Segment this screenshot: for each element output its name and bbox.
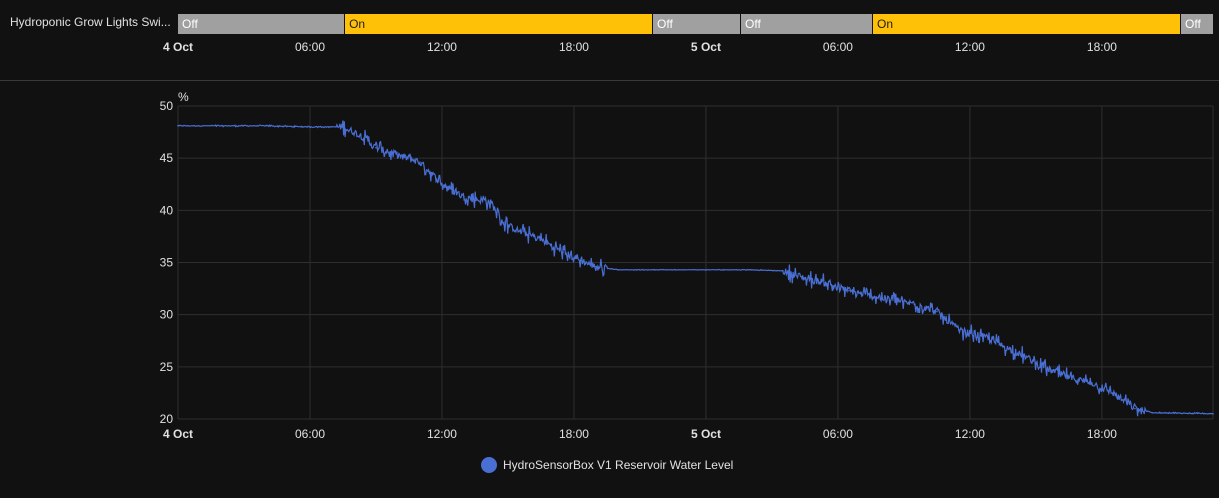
timeline-entity-label: Hydroponic Grow Lights Swi... [10,15,171,29]
timeline-tick-label: 4 Oct [162,40,194,54]
y-tick-label: 50 [160,99,174,113]
data-point[interactable] [1090,381,1092,384]
y-tick-label: 30 [160,308,174,322]
data-point[interactable] [579,259,582,262]
timeline-panel: Hydroponic Grow Lights Swi... Off On Off Of… [0,0,1219,80]
data-point[interactable] [489,201,492,203]
timeline-tick-label: 12:00 [426,40,457,54]
timeline-tick-label: 18:00 [1086,40,1117,54]
timeline-segment-off[interactable]: Off [740,14,873,34]
x-tick-label: 4 Oct [163,427,193,441]
data-point[interactable] [617,269,619,271]
legend-label: HydroSensorBox V1 Reservoir Water Level [503,458,734,472]
timeline-segment-off[interactable]: Off [652,14,741,34]
data-point[interactable] [265,125,267,127]
timeline-tick-label: 5 Oct [690,40,721,54]
x-tick-label: 06:00 [823,427,853,441]
timeline-segment-on[interactable]: On [344,14,653,34]
y-tick-label: 40 [160,203,174,217]
data-point[interactable] [1151,411,1154,414]
data-point[interactable] [1024,355,1026,358]
timeline-tick-label: 06:00 [294,40,325,54]
data-point[interactable] [1134,407,1136,410]
data-point[interactable] [782,270,784,272]
y-axis: 20 25 30 35 40 45 50 [160,99,174,426]
timeline-segment-on[interactable]: On [872,14,1180,34]
data-point[interactable] [1002,345,1004,347]
timeline-bar[interactable]: Off On Off Off On Off [178,14,1213,34]
data-point[interactable] [562,251,564,253]
data-point[interactable] [463,195,465,198]
data-point[interactable] [936,310,938,313]
data-point[interactable] [804,277,806,279]
data-point[interactable] [826,282,828,285]
timeline-tick-label: 12:00 [954,40,985,54]
data-point[interactable] [870,295,872,297]
data-point[interactable] [540,238,542,241]
data-point[interactable] [1112,392,1114,394]
x-tick-label: 12:00 [955,427,985,441]
x-axis: 4 Oct 06:00 12:00 18:00 5 Oct 06:00 12:00 18:00 [163,427,1117,441]
x-tick-label: 06:00 [295,427,325,441]
data-point[interactable] [1068,376,1070,379]
x-tick-label: 18:00 [1087,427,1117,441]
data-point[interactable] [980,334,982,337]
y-tick-label: 35 [160,256,174,270]
section-divider [0,80,1219,81]
timeline-tick-label: 06:00 [822,40,853,54]
y-tick-label: 20 [160,412,174,426]
data-point[interactable] [502,222,505,224]
legend-swatch-icon [481,457,497,473]
data-point[interactable] [1212,412,1214,415]
data-point[interactable] [397,154,399,156]
data-point[interactable] [749,269,751,271]
x-tick-label: 5 Oct [691,427,721,441]
data-point[interactable] [892,299,894,301]
data-point[interactable] [430,171,432,174]
series-line-reservoir-water-level[interactable] [177,120,1214,417]
y-axis-unit: % [178,90,189,104]
data-point[interactable] [309,126,311,128]
data-point[interactable] [419,161,421,164]
y-tick-label: 45 [160,151,174,165]
data-point[interactable] [595,265,597,268]
data-point[interactable] [441,183,443,186]
data-point[interactable] [848,289,850,292]
data-point[interactable] [342,126,344,128]
data-point[interactable] [958,329,960,332]
x-tick-label: 18:00 [559,427,589,441]
data-point[interactable] [914,303,916,306]
timeline-segment-off[interactable]: Off [1180,14,1213,34]
y-tick-label: 25 [160,360,174,374]
chart-legend[interactable]: HydroSensorBox V1 Reservoir Water Level [481,456,733,474]
data-point[interactable] [177,125,179,127]
chart-series[interactable] [177,120,1214,417]
data-point[interactable] [375,146,377,149]
data-point[interactable] [359,134,362,137]
timeline-tick-label: 18:00 [558,40,589,54]
x-tick-label: 12:00 [427,427,457,441]
data-point[interactable] [1046,368,1048,370]
data-point[interactable] [518,230,520,232]
timeline-segment-off[interactable]: Off [178,14,345,34]
